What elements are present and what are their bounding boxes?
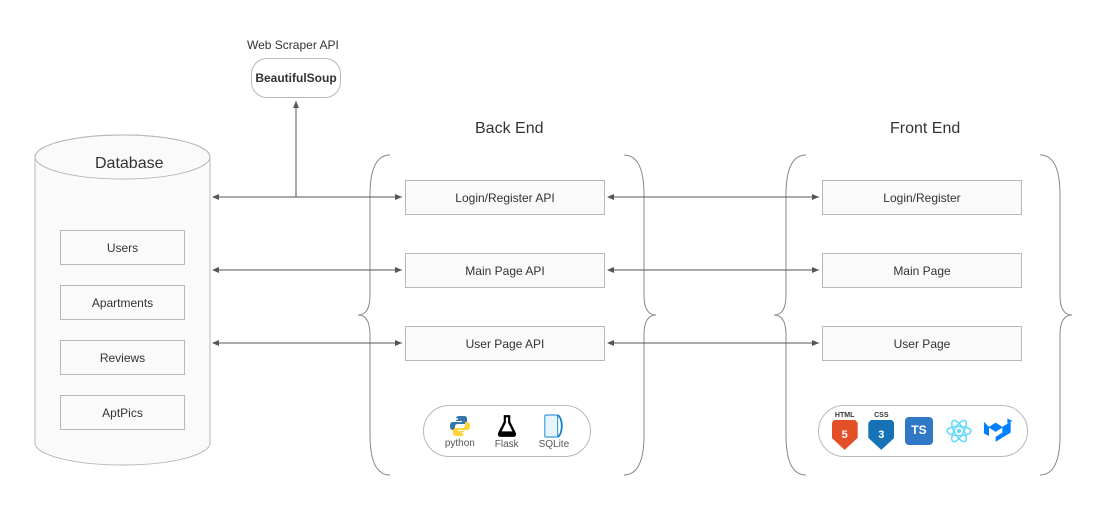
db-table-aptpics: AptPics — [60, 395, 185, 430]
frontend-node-main: Main Page — [822, 253, 1022, 288]
backend-node-login: Login/Register API — [405, 180, 605, 215]
flask-icon: Flask — [494, 413, 520, 450]
backend-tech-pill: python Flask SQLite — [423, 405, 591, 457]
node-label: Main Page — [893, 264, 950, 278]
tech-label: SQLite — [539, 439, 570, 450]
db-table-label: Users — [107, 241, 138, 255]
node-label: User Page — [894, 337, 951, 351]
frontend-title: Front End — [890, 120, 960, 138]
mui-icon — [984, 418, 1014, 444]
db-table-label: Apartments — [92, 296, 153, 310]
css3-icon: CSS 3 — [868, 412, 894, 450]
backend-title: Back End — [475, 120, 543, 138]
brace-backend-right — [624, 155, 656, 475]
db-table-reviews: Reviews — [60, 340, 185, 375]
scraper-title: Web Scraper API — [247, 38, 339, 52]
db-table-apartments: Apartments — [60, 285, 185, 320]
frontend-tech-pill: HTML 5 CSS 3 TS — [818, 405, 1028, 457]
brace-backend-left — [358, 155, 390, 475]
brace-frontend-left — [774, 155, 806, 475]
node-label: Main Page API — [465, 264, 544, 278]
scraper-box: BeautifulSoup — [251, 58, 341, 98]
react-icon — [944, 416, 974, 446]
typescript-icon: TS — [905, 417, 933, 445]
html5-icon: HTML 5 — [832, 412, 858, 450]
node-label: Login/Register API — [455, 191, 554, 205]
tech-label: python — [445, 438, 475, 449]
sqlite-icon: SQLite — [539, 413, 570, 450]
backend-node-main: Main Page API — [405, 253, 605, 288]
db-table-label: Reviews — [100, 351, 145, 365]
node-label: User Page API — [466, 337, 545, 351]
database-title: Database — [95, 155, 164, 173]
brace-frontend-right — [1040, 155, 1072, 475]
db-table-users: Users — [60, 230, 185, 265]
scraper-box-label: BeautifulSoup — [255, 71, 336, 85]
node-label: Login/Register — [883, 191, 960, 205]
tech-label: Flask — [495, 439, 519, 450]
frontend-node-user: User Page — [822, 326, 1022, 361]
python-icon: python — [445, 414, 475, 449]
backend-node-user: User Page API — [405, 326, 605, 361]
db-table-label: AptPics — [102, 406, 143, 420]
frontend-node-login: Login/Register — [822, 180, 1022, 215]
tech-label: TS — [911, 424, 926, 437]
